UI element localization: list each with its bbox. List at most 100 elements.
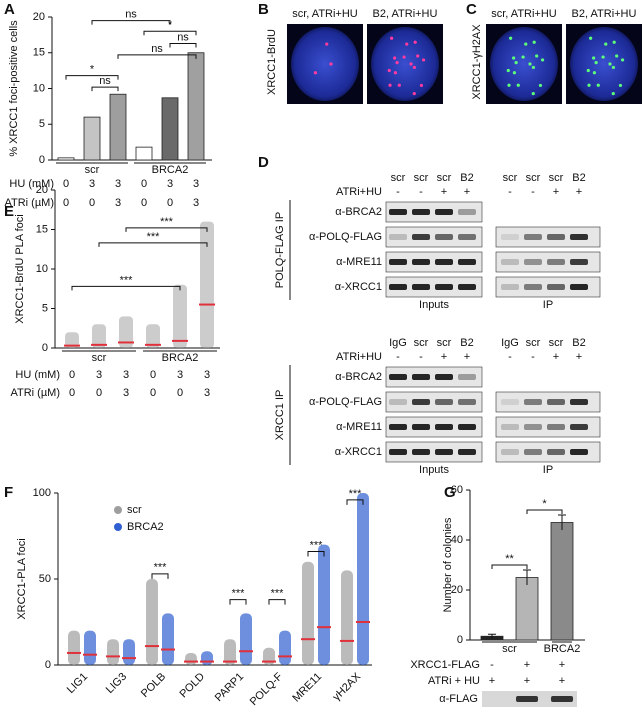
condition-value: 0 — [89, 197, 95, 209]
focus — [325, 42, 329, 46]
blot-band — [435, 399, 453, 405]
lane-label: scr — [391, 172, 406, 184]
focus — [393, 56, 397, 60]
treatment-value: + — [441, 351, 447, 363]
blot-row-label: α-POLQ-FLAG — [309, 231, 382, 243]
condition-value: 3 — [167, 178, 173, 190]
condition-value: 3 — [96, 369, 102, 381]
blot-band — [547, 399, 565, 405]
blot-band — [389, 374, 407, 380]
blot-band — [412, 259, 430, 265]
focus — [416, 54, 420, 58]
blot-group-label: Inputs — [419, 299, 449, 311]
significance-bracket — [229, 599, 247, 605]
point-cloud — [357, 493, 369, 665]
point-cloud — [224, 639, 236, 665]
panel-letter: G — [444, 484, 456, 501]
panel-letter: D — [258, 154, 269, 171]
focus — [531, 65, 535, 70]
significance-bracket — [91, 86, 119, 92]
blot-band — [570, 449, 588, 455]
significance-label: * — [542, 498, 547, 510]
treatment-value: - — [396, 186, 400, 198]
blot-band — [501, 449, 519, 455]
y-tick-label: 10 — [33, 82, 45, 94]
y-tick-label: 20 — [36, 184, 48, 196]
focus — [512, 56, 516, 60]
significance-label: * — [168, 19, 173, 31]
condition-value: 0 — [141, 178, 147, 190]
blot-band — [570, 234, 588, 240]
blot-band — [551, 696, 573, 702]
significance-bracket — [268, 599, 286, 605]
lane-label: scr — [437, 337, 452, 349]
significance-label: *** — [310, 539, 324, 551]
point-cloud — [185, 652, 197, 665]
focus — [608, 62, 612, 66]
treatment-value: + — [576, 351, 582, 363]
blot-band — [458, 449, 476, 455]
treatment-value: + — [464, 186, 470, 198]
focus — [615, 54, 619, 58]
blot-band — [435, 284, 453, 290]
focus — [405, 42, 409, 46]
x-tick-label: MRE11 — [290, 671, 324, 705]
blot-strip — [385, 251, 483, 273]
point-cloud — [146, 579, 158, 665]
lane-label: B2 — [460, 337, 473, 349]
focus — [594, 61, 598, 65]
treatment-value: + — [576, 186, 582, 198]
lane-label: IgG — [389, 337, 407, 349]
y-tick-label: 10 — [36, 263, 48, 275]
blot-band — [458, 284, 476, 290]
condition-value: 0 — [63, 178, 69, 190]
y-tick-label: 100 — [33, 487, 51, 499]
treatment-label: ATRi+HU — [336, 186, 382, 198]
condition-value: 0 — [69, 387, 75, 399]
condition-value: 3 — [193, 197, 199, 209]
y-tick-label: 0 — [457, 634, 463, 646]
significance-label: ** — [505, 553, 514, 565]
focus — [413, 40, 417, 44]
lane-label: scr — [526, 172, 541, 184]
condition-value: 0 — [96, 387, 102, 399]
blot-band — [412, 234, 430, 240]
significance-label: *** — [147, 231, 161, 243]
significance-bracket — [526, 509, 563, 514]
treatment-value: + — [553, 186, 559, 198]
condition-value: 3 — [177, 369, 183, 381]
point-cloud — [146, 324, 160, 348]
blot-band — [570, 259, 588, 265]
focus — [521, 55, 525, 59]
condition-value: - — [490, 659, 494, 671]
y-axis-label: XRCC1-PLA foci — [16, 538, 28, 619]
point-cloud — [173, 284, 187, 348]
blot-group-label: Inputs — [419, 464, 449, 476]
lane-label: scr — [526, 337, 541, 349]
condition-value: 0 — [167, 197, 173, 209]
treatment-value: - — [531, 186, 535, 198]
blot-band — [570, 284, 588, 290]
bar — [57, 157, 75, 161]
point-cloud — [279, 630, 291, 665]
y-tick-label: 5 — [39, 118, 45, 130]
panel-letter: B — [258, 1, 269, 18]
point-cloud — [240, 613, 252, 665]
significance-bracket — [307, 550, 325, 557]
focus — [397, 83, 401, 87]
significance-label: *** — [232, 588, 246, 600]
legend-swatch — [114, 523, 122, 531]
significance-bracket — [117, 54, 197, 59]
blot-side-label: XRCC1 IP — [274, 390, 286, 441]
blot-band — [570, 399, 588, 405]
significance-label: ns — [151, 43, 163, 55]
point-cloud — [162, 613, 174, 665]
focus — [601, 55, 605, 59]
point-cloud — [201, 651, 213, 665]
y-axis-label: XRCC1-BrdU PLA foci — [14, 214, 26, 323]
condition-value: + — [524, 675, 530, 687]
blot-row-label: α-MRE11 — [336, 256, 382, 268]
blot-band — [435, 424, 453, 430]
error-bar — [488, 633, 496, 639]
panel-letter: C — [466, 1, 477, 18]
